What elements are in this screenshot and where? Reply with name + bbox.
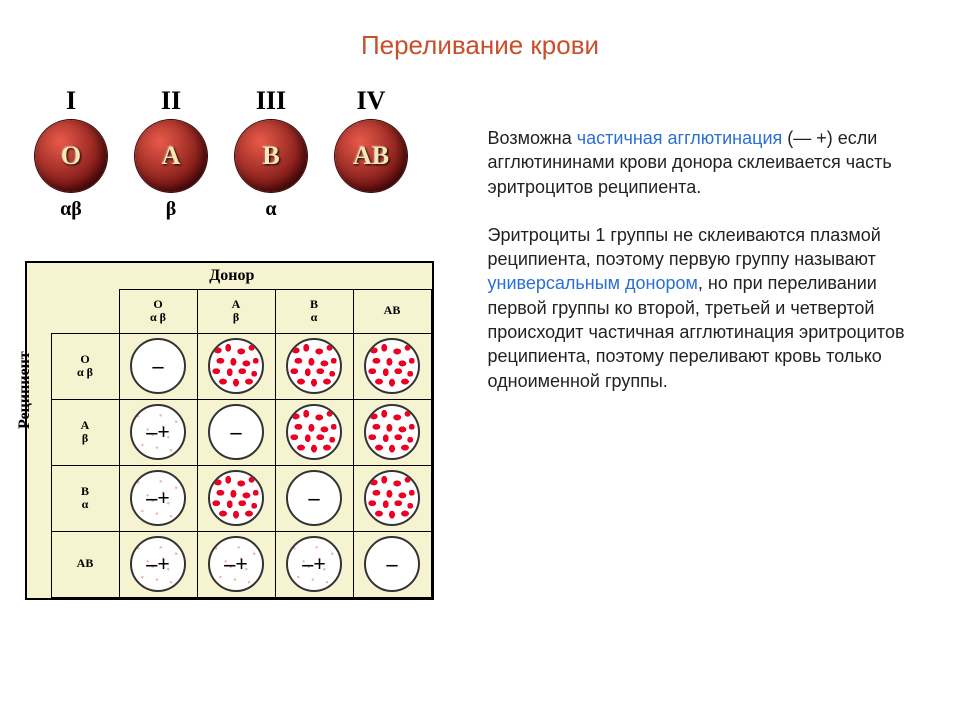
cell-AB-A: –+ xyxy=(197,531,275,597)
p2-highlight: универсальным донором xyxy=(488,273,698,293)
p1-a: Возможна xyxy=(488,128,577,148)
p1-highlight: частичная агглютинация xyxy=(577,128,782,148)
cell-O-B xyxy=(275,333,353,399)
cell-A-AB xyxy=(353,399,431,465)
right-column: Возможна частичная агглютинация (— +) ес… xyxy=(468,76,935,605)
recipient-axis-label: Реципиент xyxy=(16,352,34,430)
cell-AB-AB: – xyxy=(353,531,431,597)
row-header-AB: AB xyxy=(51,531,119,597)
col-header-B: Bα xyxy=(275,289,353,333)
donor-axis-label: Донор xyxy=(209,267,254,285)
cell-B-B: – xyxy=(275,465,353,531)
title-text: Переливание крови xyxy=(361,30,599,60)
cell-circle: AB xyxy=(335,120,407,192)
cell-AB-O: –+ xyxy=(119,531,197,597)
agglutinin-label: β xyxy=(166,198,177,221)
table-corner xyxy=(27,263,119,333)
cell-circle: A xyxy=(135,120,207,192)
blood-cell-AB: IV AB xyxy=(335,86,407,221)
blood-cells-row: I O αβ II A β III B α IV AB xyxy=(25,86,468,221)
cell-AB-B: –+ xyxy=(275,531,353,597)
blood-cell-O: I O αβ xyxy=(35,86,107,221)
roman-label: IV xyxy=(357,86,386,116)
cell-letter: O xyxy=(61,141,81,171)
blood-cell-B: III B α xyxy=(235,86,307,221)
cell-circle: B xyxy=(235,120,307,192)
agglutinin-label: αβ xyxy=(60,198,82,221)
col-header-AB: AB xyxy=(353,289,431,333)
cell-B-AB xyxy=(353,465,431,531)
left-column: I O αβ II A β III B α IV AB Донор Рецип xyxy=(25,76,468,605)
cell-letter: A xyxy=(162,141,181,171)
cell-A-A: – xyxy=(197,399,275,465)
donor-spacer xyxy=(119,263,431,289)
cell-O-O: – xyxy=(119,333,197,399)
cell-letter: AB xyxy=(353,141,389,171)
cell-A-O: –+ xyxy=(119,399,197,465)
page-title: Переливание крови xyxy=(0,0,960,61)
row-header-B: Bα xyxy=(51,465,119,531)
col-header-A: Aβ xyxy=(197,289,275,333)
paragraph-2: Эритроциты 1 группы не склеиваются плазм… xyxy=(488,223,935,393)
roman-label: I xyxy=(66,86,76,116)
blood-cell-A: II A β xyxy=(135,86,207,221)
roman-label: III xyxy=(256,86,286,116)
p2-a: Эритроциты 1 группы не склеиваются плазм… xyxy=(488,225,881,269)
cell-A-B xyxy=(275,399,353,465)
content-area: I O αβ II A β III B α IV AB Донор Рецип xyxy=(0,61,960,605)
row-header-A: Aβ xyxy=(51,399,119,465)
paragraph-1: Возможна частичная агглютинация (— +) ес… xyxy=(488,126,935,199)
cell-O-A xyxy=(197,333,275,399)
cell-B-O: –+ xyxy=(119,465,197,531)
cell-letter: B xyxy=(262,141,279,171)
col-header-O: Oα β xyxy=(119,289,197,333)
agglutinin-label: α xyxy=(265,198,276,221)
compatibility-table: Oα β Aβ Bα AB Oα β – Aβ –+ – xyxy=(27,263,432,598)
row-header-O: Oα β xyxy=(51,333,119,399)
cell-B-A xyxy=(197,465,275,531)
compatibility-table-wrap: Донор Реципиент Oα β Aβ Bα AB Oα β – xyxy=(25,261,434,600)
cell-circle: O xyxy=(35,120,107,192)
cell-O-AB xyxy=(353,333,431,399)
roman-label: II xyxy=(161,86,181,116)
